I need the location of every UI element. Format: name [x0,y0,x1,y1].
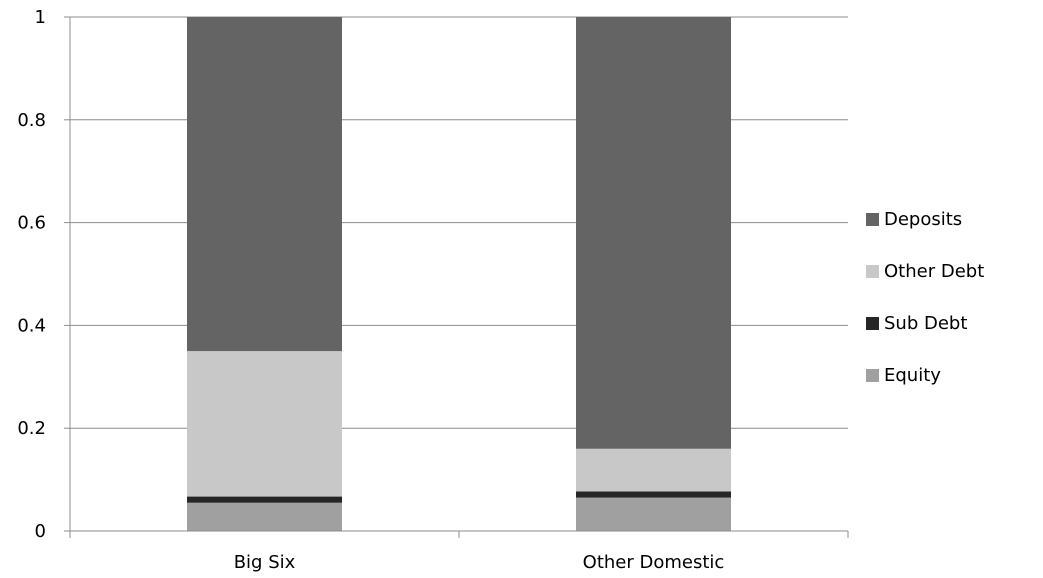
bar-segment-deposits [576,17,731,449]
legend-item: Other Debt [866,258,984,284]
bar-segment-equity [187,502,342,531]
x-tick-label: Big Six [234,552,296,573]
bar-segment-other-debt [187,351,342,497]
legend-item: Deposits [866,206,984,232]
bar-segment-sub-debt [576,491,731,498]
legend-item: Sub Debt [866,310,984,336]
legend-swatch [866,264,879,278]
bar-segment-deposits [187,17,342,352]
legend-label: Equity [884,364,941,386]
bar-segment-equity [576,497,731,531]
axes [69,17,849,538]
legend-item: Equity [866,362,984,388]
y-tick-labels: 0 0.2 0.4 0.6 0.8 1 [17,7,46,542]
bar-segment-other-debt [576,448,731,492]
y-tick-label: 0.2 [17,418,46,439]
legend-swatch [866,368,879,382]
legend-label: Sub Debt [884,312,968,334]
legend-label: Deposits [884,208,963,230]
y-tick-label: 0.6 [17,213,46,234]
legend-swatch [866,316,879,330]
y-tick-label: 0.8 [17,110,46,131]
x-tick-labels: Big Six Other Domestic [234,552,725,573]
y-tick-label: 1 [35,7,46,28]
y-tick-label: 0 [35,521,46,542]
y-tick-label: 0.4 [17,315,46,336]
legend: Deposits Other Debt Sub Debt Equity [866,206,984,388]
legend-label: Other Debt [884,260,985,282]
bar-segment-sub-debt [187,496,342,503]
legend-swatch [866,212,879,226]
x-tick-label: Other Domestic [583,552,725,573]
bars [187,17,731,531]
